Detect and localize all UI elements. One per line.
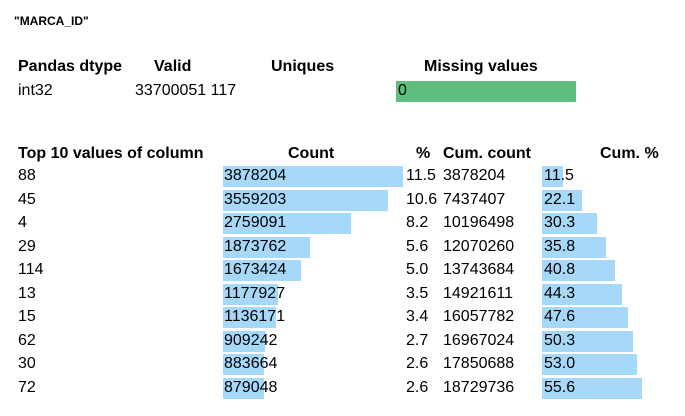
table-row: 30 883664 2.6 17850688 53.0 bbox=[0, 353, 685, 376]
count-cell: 3878204 bbox=[224, 167, 287, 184]
cum-pct-bar bbox=[542, 166, 563, 187]
count-bar bbox=[223, 260, 301, 281]
cum-pct-cell: 35.8 bbox=[544, 237, 576, 255]
pct-cell: 8.2 bbox=[406, 214, 429, 231]
cum-count-cell: 10196498 bbox=[443, 214, 515, 231]
top10-cum-count-header: Cum. count bbox=[443, 145, 531, 162]
count-bar bbox=[223, 166, 403, 187]
count-cell: 883664 bbox=[224, 355, 278, 372]
cum-pct-cell: 44.3 bbox=[544, 284, 576, 302]
table-row: 29 1873762 5.6 12070260 35.8 bbox=[0, 236, 685, 259]
count-bar bbox=[223, 307, 276, 328]
missing-values-value: 0 bbox=[398, 82, 407, 99]
value-cell: 15 bbox=[18, 308, 36, 325]
cum-pct-cell: 30.3 bbox=[544, 214, 576, 231]
cum-count-cell: 12070260 bbox=[443, 237, 515, 255]
value-cell: 29 bbox=[18, 237, 36, 255]
pct-cell: 5.0 bbox=[406, 261, 429, 278]
count-bar bbox=[223, 189, 388, 211]
count-cell: 879048 bbox=[224, 378, 278, 396]
cum-pct-bar bbox=[542, 330, 633, 352]
cum-pct-bar bbox=[542, 283, 622, 305]
pct-cell: 2.7 bbox=[406, 331, 429, 349]
cum-pct-cell: 53.0 bbox=[544, 355, 576, 372]
cum-pct-bar bbox=[542, 307, 628, 328]
count-bar bbox=[223, 236, 310, 258]
column-title: "MARCA_ID" bbox=[14, 14, 89, 28]
table-row: 15 1136171 3.4 16057782 47.6 bbox=[0, 306, 685, 329]
value-cell: 30 bbox=[18, 355, 36, 372]
pct-cell: 2.6 bbox=[406, 378, 429, 396]
pct-cell: 5.6 bbox=[406, 237, 429, 255]
count-cell: 1177927 bbox=[224, 284, 286, 302]
cum-pct-bar bbox=[542, 377, 642, 399]
cum-pct-cell: 47.6 bbox=[544, 308, 576, 325]
count-bar bbox=[223, 330, 265, 352]
count-bar bbox=[223, 377, 264, 399]
pct-cell: 11.5 bbox=[406, 167, 436, 184]
uniques-header: Uniques bbox=[271, 58, 335, 75]
cum-count-cell: 16057782 bbox=[443, 308, 515, 325]
missing-values-bar bbox=[396, 81, 576, 102]
cum-count-cell: 17850688 bbox=[443, 355, 515, 372]
table-row: 114 1673424 5.0 13743684 40.8 bbox=[0, 259, 685, 282]
count-bar bbox=[223, 213, 351, 234]
count-cell: 909242 bbox=[224, 331, 278, 349]
cum-pct-bar bbox=[542, 213, 597, 234]
top10-value-header: Top 10 values of column bbox=[18, 145, 204, 162]
value-cell: 13 bbox=[18, 284, 36, 302]
pct-cell: 10.6 bbox=[406, 190, 438, 208]
cum-pct-bar bbox=[542, 189, 582, 211]
value-cell: 62 bbox=[18, 331, 36, 349]
top10-cum-pct-header: Cum. % bbox=[600, 145, 659, 162]
cum-count-cell: 13743684 bbox=[443, 261, 515, 278]
cum-pct-bar bbox=[542, 354, 637, 375]
table-row: 45 3559203 10.6 7437407 22.1 bbox=[0, 189, 685, 212]
count-cell: 3559203 bbox=[224, 190, 287, 208]
cum-count-cell: 14921611 bbox=[443, 284, 513, 302]
count-cell: 1673424 bbox=[224, 261, 287, 278]
table-row: 72 879048 2.6 18729736 55.6 bbox=[0, 377, 685, 400]
table-row: 13 1177927 3.5 14921611 44.3 bbox=[0, 283, 685, 306]
cum-count-cell: 7437407 bbox=[443, 190, 506, 208]
cum-pct-cell: 50.3 bbox=[544, 331, 576, 349]
top10-count-header: Count bbox=[288, 145, 335, 162]
cum-pct-bar bbox=[542, 236, 606, 258]
cum-pct-cell: 11.5 bbox=[544, 167, 574, 184]
count-bar bbox=[223, 354, 264, 375]
cum-pct-cell: 55.6 bbox=[544, 378, 576, 396]
pct-cell: 2.6 bbox=[406, 355, 429, 372]
value-cell: 114 bbox=[18, 261, 44, 278]
table-row: 62 909242 2.7 16967024 50.3 bbox=[0, 330, 685, 353]
cum-pct-cell: 40.8 bbox=[544, 261, 576, 278]
count-cell: 1873762 bbox=[224, 237, 287, 255]
count-bar bbox=[223, 283, 278, 305]
cum-count-cell: 3878204 bbox=[443, 167, 506, 184]
table-row: 88 3878204 11.5 3878204 11.5 bbox=[0, 165, 685, 188]
cum-count-cell: 18729736 bbox=[443, 378, 515, 396]
value-cell: 88 bbox=[18, 167, 36, 184]
value-cell: 4 bbox=[18, 214, 27, 231]
missing-values-header: Missing values bbox=[424, 58, 538, 75]
pct-cell: 3.5 bbox=[406, 284, 429, 302]
cum-pct-bar bbox=[542, 260, 615, 281]
value-cell: 72 bbox=[18, 378, 36, 396]
value-cell: 45 bbox=[18, 190, 36, 208]
dtype-value: int32 bbox=[18, 82, 53, 99]
valid-header: Valid bbox=[154, 58, 192, 75]
dtype-header: Pandas dtype bbox=[18, 58, 123, 75]
table-row: 4 2759091 8.2 10196498 30.3 bbox=[0, 212, 685, 235]
pct-cell: 3.4 bbox=[406, 308, 429, 325]
cum-pct-cell: 22.1 bbox=[544, 190, 576, 208]
cum-count-cell: 16967024 bbox=[443, 331, 515, 349]
count-cell: 1136171 bbox=[224, 308, 286, 325]
count-cell: 2759091 bbox=[224, 214, 287, 231]
top10-pct-header: % bbox=[416, 145, 431, 162]
valid-uniques-value: 33700051 117 bbox=[135, 82, 237, 99]
